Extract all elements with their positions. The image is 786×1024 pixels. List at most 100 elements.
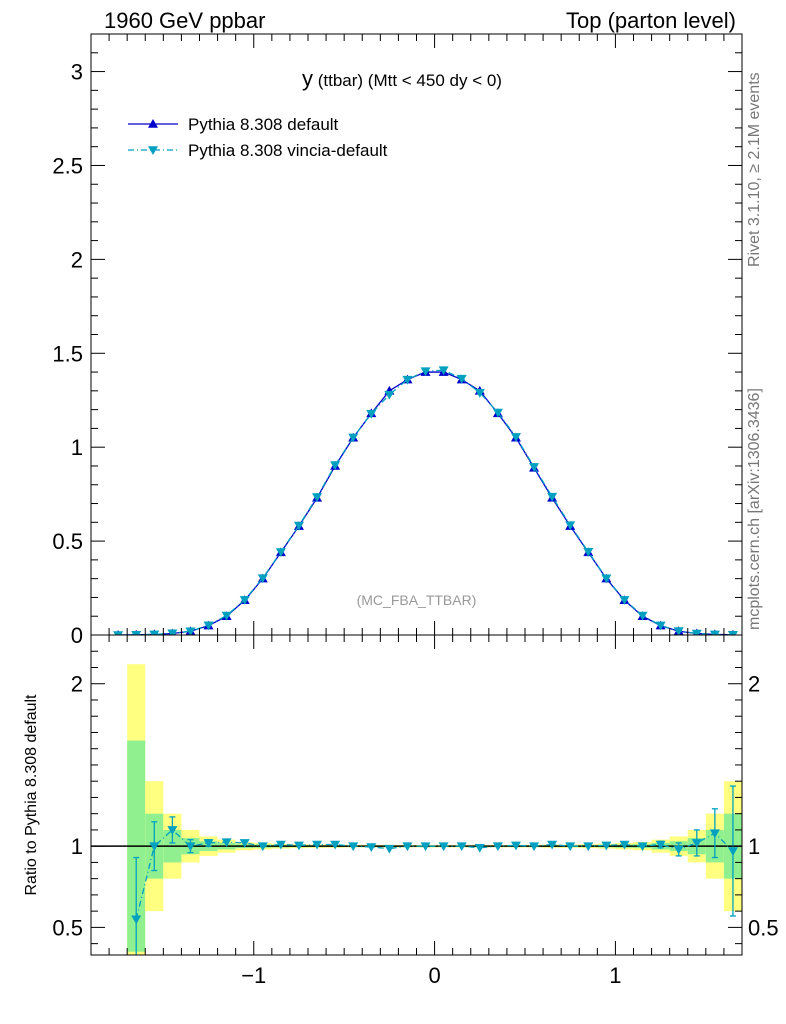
data-point [348, 433, 359, 443]
ratio-data-point [727, 847, 738, 857]
ratio-data-point [384, 844, 395, 854]
legend-label: Pythia 8.308 default [188, 115, 339, 134]
ratio-data-point [185, 842, 196, 852]
data-point [402, 375, 413, 385]
ratio-data-point [348, 842, 359, 852]
ratio-curves [131, 785, 738, 955]
ratio-data-point [131, 915, 142, 925]
ratio-data-point [601, 841, 612, 851]
ratio-data-point [312, 840, 323, 850]
data-point [547, 492, 558, 502]
data-point [113, 631, 124, 635]
xtick-label: −1 [241, 963, 266, 988]
axis-labels: 0 0.5 1 1.5 2 2.5 3 0.5 0.5 1 1 2 2 −1 0 1 y (ttbar) (Mt… [23, 60, 779, 988]
main-ytick-label: 1.5 [52, 341, 83, 366]
data-point [709, 630, 720, 635]
ratio-data-point [149, 842, 160, 852]
plot-frames [90, 33, 743, 956]
data-point [293, 521, 304, 531]
plot-title-text: (ttbar) (Mtt < 450 dy < 0) [313, 71, 502, 90]
ratio-data-point [673, 845, 684, 855]
data-point [691, 629, 702, 635]
plot-title: y (ttbar) (Mtt < 450 dy < 0) [302, 66, 502, 91]
data-point [420, 367, 431, 377]
ratio-data-point [510, 841, 521, 851]
legend-label: Pythia 8.308 vincia-default [188, 141, 388, 160]
main-ytick-label: 1 [71, 435, 83, 460]
header-process-label: Top (parton level) [566, 8, 736, 33]
ratio-data-point [619, 840, 630, 850]
data-point [456, 374, 467, 384]
ratio-ylabel: Ratio to Pythia 8.308 default [23, 694, 40, 896]
data-point [221, 611, 232, 621]
data-point [257, 574, 268, 584]
ratio-ytick-label-left: 2 [71, 672, 83, 697]
ratio-data-point [402, 842, 413, 852]
ratio-ytick-label-right: 2 [748, 672, 760, 697]
data-point [474, 388, 485, 398]
ratio-data-point [330, 840, 341, 850]
data-point [275, 548, 286, 557]
ratio-data-point [203, 839, 214, 848]
ratio-data-point [456, 842, 467, 852]
ratio-ytick-label-left: 0.5 [52, 915, 83, 940]
ratio-data-point [565, 842, 576, 852]
ratio-ytick-label-left: 1 [71, 834, 83, 859]
ratio-data-point [366, 843, 377, 852]
ratio-data-point [420, 842, 431, 852]
data-point [529, 463, 540, 472]
data-point [203, 621, 214, 631]
ratio-data-point [583, 842, 594, 852]
main-ytick-label: 2.5 [52, 153, 83, 178]
ratio-data-point [239, 839, 250, 848]
ratio-data-point [257, 842, 268, 852]
data-point [312, 493, 323, 502]
data-point [655, 621, 666, 631]
data-point [492, 408, 503, 418]
data-point [149, 630, 160, 635]
legend-marker [148, 119, 158, 128]
ratio-data-point [293, 841, 304, 851]
main-ytick-label: 0 [71, 623, 83, 648]
data-point [510, 433, 521, 442]
main-curves [113, 366, 738, 635]
data-point [601, 574, 612, 584]
legend-marker [148, 146, 158, 155]
main-ytick-label: 2 [71, 247, 83, 272]
data-point [583, 548, 594, 557]
mcplots-source-label: mcplots.cern.ch [arXiv:1306.3436] [746, 388, 763, 630]
ratio-data-point [637, 842, 648, 852]
ratio-data-point [438, 842, 449, 852]
data-point [619, 596, 630, 605]
ratio-ytick-label-right: 1 [748, 834, 760, 859]
data-point [131, 631, 142, 635]
data-point [637, 611, 648, 621]
xtick-label: 1 [609, 963, 621, 988]
data-point [673, 627, 684, 635]
ratio-data-point [474, 844, 485, 853]
ratio-data-point [167, 826, 178, 835]
data-point [384, 390, 395, 400]
data-point [330, 461, 341, 471]
ratio-data-point [492, 842, 503, 852]
data-point [438, 366, 449, 376]
legend: Pythia 8.308 default Pythia 8.308 vincia-… [128, 115, 388, 160]
data-point [239, 596, 250, 605]
data-point [167, 629, 178, 635]
rivet-version-label: Rivet 3.1.10, ≥ 2.1M events [746, 72, 763, 267]
ratio-frame [90, 634, 743, 956]
ratio-data-point [275, 840, 286, 850]
ratio-data-point [655, 840, 666, 850]
ratio-data-point [221, 838, 232, 848]
ratio-data-point [709, 829, 720, 839]
data-point [565, 521, 576, 531]
ratio-series-line [135, 829, 734, 920]
analysis-watermark: (MC_FBA_TTBAR) [357, 592, 477, 608]
data-point [366, 410, 377, 419]
xtick-label: 0 [428, 963, 440, 988]
main-ytick-label: 0.5 [52, 529, 83, 554]
ratio-ytick-label-right: 0.5 [748, 915, 779, 940]
data-point [727, 631, 738, 635]
ratio-data-point [547, 840, 558, 850]
